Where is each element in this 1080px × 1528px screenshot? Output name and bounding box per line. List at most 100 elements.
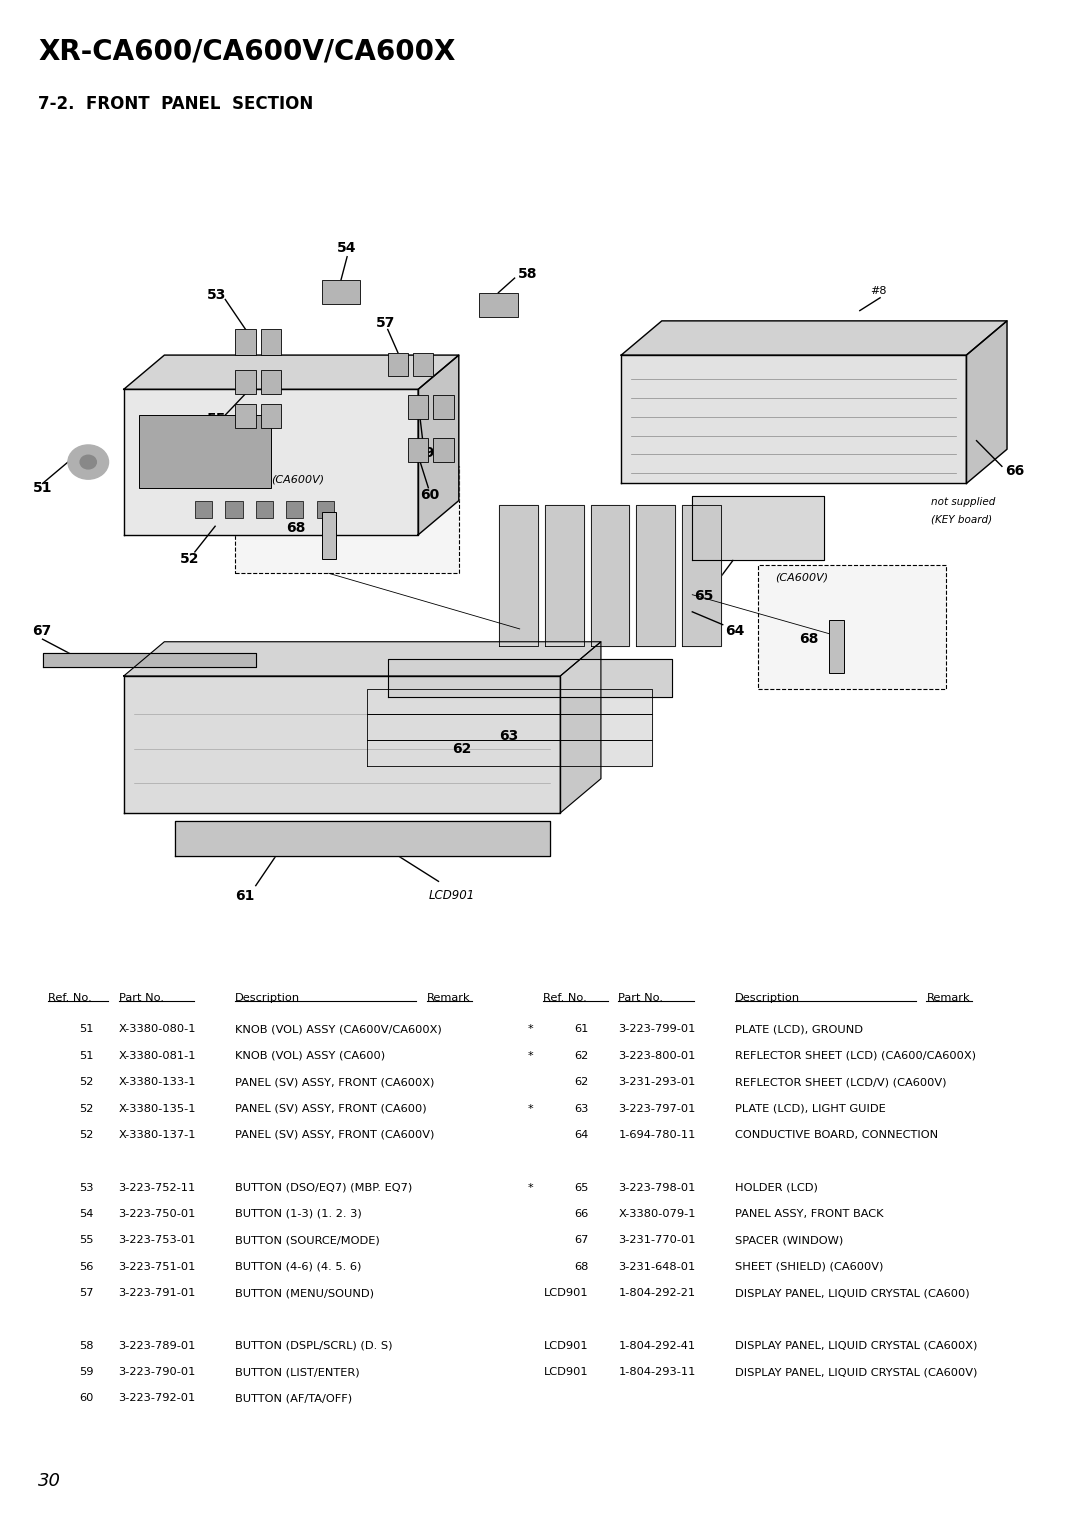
Text: 51: 51 [79,1051,93,1060]
Text: 54: 54 [337,241,356,255]
Polygon shape [124,354,459,390]
Bar [433,396,454,419]
Text: BUTTON (AF/TA/OFF): BUTTON (AF/TA/OFF) [234,1394,352,1403]
Text: (CA600V): (CA600V) [271,474,324,484]
Text: REFLECTOR SHEET (LCD/V) (CA600V): REFLECTOR SHEET (LCD/V) (CA600V) [734,1077,946,1086]
Bar [758,565,946,689]
Text: *: * [527,1183,534,1192]
Text: X-3380-133-1: X-3380-133-1 [119,1077,197,1086]
Text: 52: 52 [79,1103,93,1114]
Text: SPACER (WINDOW): SPACER (WINDOW) [734,1235,842,1245]
Text: 3-223-797-01: 3-223-797-01 [619,1103,696,1114]
Text: REFLECTOR SHEET (LCD) (CA600/CA600X): REFLECTOR SHEET (LCD) (CA600/CA600X) [734,1051,975,1060]
Text: 1-694-780-11: 1-694-780-11 [619,1129,696,1140]
Text: 68: 68 [573,1262,589,1271]
Text: 61: 61 [573,1024,589,1034]
Polygon shape [124,642,600,675]
Text: Ref. No.: Ref. No. [543,993,586,1004]
Bar [829,620,843,674]
Text: 66: 66 [573,1209,589,1219]
Text: 55: 55 [79,1235,93,1245]
Text: DISPLAY PANEL, LIQUID CRYSTAL (CA600X): DISPLAY PANEL, LIQUID CRYSTAL (CA600X) [734,1340,977,1351]
Bar [322,280,361,304]
Polygon shape [124,390,418,535]
Text: 3-223-752-11: 3-223-752-11 [119,1183,195,1192]
Bar [286,501,303,518]
Polygon shape [561,642,600,813]
Text: 58: 58 [79,1340,93,1351]
Bar [408,396,429,419]
Polygon shape [499,504,538,646]
Bar [226,501,243,518]
Text: BUTTON (MENU/SOUND): BUTTON (MENU/SOUND) [234,1288,374,1297]
Text: 3-231-293-01: 3-231-293-01 [619,1077,696,1086]
Text: 3-223-789-01: 3-223-789-01 [119,1340,195,1351]
Text: 3-223-791-01: 3-223-791-01 [119,1288,195,1297]
Text: 3-223-753-01: 3-223-753-01 [119,1235,195,1245]
Bar [139,416,271,487]
Bar [316,501,334,518]
Text: 52: 52 [79,1077,93,1086]
Text: Description: Description [234,993,300,1004]
Text: 65: 65 [573,1183,589,1192]
Circle shape [68,445,108,480]
Bar [322,512,336,559]
Text: DISPLAY PANEL, LIQUID CRYSTAL (CA600): DISPLAY PANEL, LIQUID CRYSTAL (CA600) [734,1288,969,1297]
Text: 55: 55 [207,413,227,426]
Polygon shape [124,675,561,813]
Text: LCD901: LCD901 [429,889,474,903]
Polygon shape [418,354,459,535]
Text: Description: Description [734,993,799,1004]
Text: 3-223-800-01: 3-223-800-01 [619,1051,696,1060]
Text: XR-CA600/CA600V/CA600X: XR-CA600/CA600V/CA600X [38,38,456,66]
Text: LCD901: LCD901 [543,1340,589,1351]
Text: not supplied: not supplied [931,497,996,507]
Bar [408,439,429,461]
Text: BUTTON (4-6) (4. 5. 6): BUTTON (4-6) (4. 5. 6) [234,1262,361,1271]
Text: 63: 63 [573,1103,589,1114]
Bar [235,403,256,428]
Text: PANEL ASSY, FRONT BACK: PANEL ASSY, FRONT BACK [734,1209,883,1219]
Text: 3-223-750-01: 3-223-750-01 [119,1209,195,1219]
Bar [235,466,459,573]
Text: 3-223-798-01: 3-223-798-01 [619,1183,696,1192]
Polygon shape [692,497,824,561]
Bar [235,330,256,354]
Text: X-3380-137-1: X-3380-137-1 [119,1129,197,1140]
Text: X-3380-135-1: X-3380-135-1 [119,1103,197,1114]
Text: *: * [527,1051,534,1060]
Text: 3-223-792-01: 3-223-792-01 [119,1394,195,1403]
Bar [235,370,256,394]
Polygon shape [967,321,1007,483]
Text: X-3380-081-1: X-3380-081-1 [119,1051,197,1060]
Text: 62: 62 [451,741,471,756]
Text: PANEL (SV) ASSY, FRONT (CA600X): PANEL (SV) ASSY, FRONT (CA600X) [234,1077,434,1086]
Text: 57: 57 [79,1288,93,1297]
Polygon shape [621,321,1007,354]
Polygon shape [367,715,651,740]
Text: 57: 57 [376,316,395,330]
Text: PANEL (SV) ASSY, FRONT (CA600V): PANEL (SV) ASSY, FRONT (CA600V) [234,1129,434,1140]
Polygon shape [388,659,672,697]
Text: 60: 60 [79,1394,93,1403]
Bar [261,403,281,428]
Text: *: * [527,1103,534,1114]
Text: 30: 30 [38,1471,60,1490]
Text: Part No.: Part No. [119,993,163,1004]
Bar [256,501,273,518]
Text: SHEET (SHIELD) (CA600V): SHEET (SHIELD) (CA600V) [734,1262,883,1271]
Text: 7-2.  FRONT  PANEL  SECTION: 7-2. FRONT PANEL SECTION [38,95,313,113]
Text: 64: 64 [725,623,744,637]
Text: 3-231-770-01: 3-231-770-01 [619,1235,696,1245]
Polygon shape [175,822,550,856]
Text: *: * [527,1024,534,1034]
Text: 3-223-790-01: 3-223-790-01 [119,1368,195,1377]
Text: 56: 56 [207,449,227,463]
Polygon shape [42,652,256,668]
Text: LCD901: LCD901 [543,1288,589,1297]
Bar [194,501,212,518]
Text: 58: 58 [517,267,537,281]
Polygon shape [683,504,720,646]
Bar [413,353,433,376]
Polygon shape [591,504,630,646]
